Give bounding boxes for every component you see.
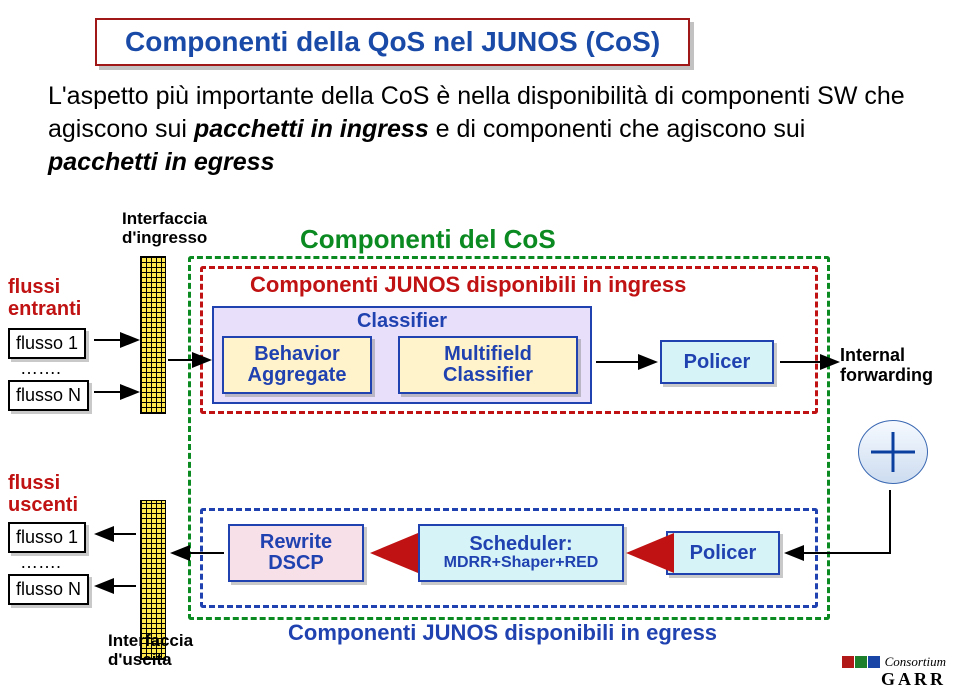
iface-out-text: Interfaccia d'uscita (108, 632, 238, 669)
logo-sq-2 (855, 656, 867, 668)
policer-out-label: Policer (690, 542, 757, 565)
section-title: Componenti del CoS (300, 224, 556, 255)
rewrite-l2: DSCP (268, 553, 324, 574)
dots-in: ……. (20, 358, 61, 378)
mf-label-1: Multifield (444, 344, 532, 365)
intro-seg-3: pacchetti in egress (48, 148, 274, 176)
egress-interface-label: Interfaccia d'uscita (108, 632, 238, 669)
flow-in-n-label: flusso N (16, 385, 81, 405)
mf-label-2: Classifier (443, 365, 533, 386)
egress-dash-label: Componenti JUNOS disponibili in egress (288, 620, 717, 646)
rewrite-dscp-box: Rewrite DSCP (228, 524, 364, 582)
flow-in-1-label: flusso 1 (16, 333, 78, 353)
ba-label: Behavior Aggregate (224, 344, 370, 386)
ingress-interface-hatch (140, 256, 166, 414)
flow-in-dots: ……. (20, 358, 61, 379)
flow-in-n: flusso N (8, 380, 89, 411)
ingress-interface-label: Interfaccia d'ingresso (122, 210, 252, 247)
intro-seg-2: e di componenti che agiscono sui (429, 115, 806, 143)
flow-in-1: flusso 1 (8, 328, 86, 359)
policer-ingress-box: Policer (660, 340, 774, 384)
logo-sub: GARR (842, 669, 946, 690)
classifier-label: Classifier (357, 310, 447, 333)
intro-paragraph: L'aspetto più importante della CoS è nel… (48, 80, 920, 179)
sched-l1: Scheduler: (469, 534, 572, 555)
policer-egress-box: Policer (666, 531, 780, 575)
fwd-l1: Internal (840, 346, 933, 366)
flow-out-n: flusso N (8, 574, 89, 605)
fwd-l2: forwarding (840, 366, 933, 386)
internal-forwarding-icon (858, 420, 928, 484)
garr-logo: Consortium GARR (842, 653, 946, 690)
flow-out-1: flusso 1 (8, 522, 86, 553)
outgoing-flows-label: flussi uscenti (8, 472, 118, 516)
logo-text: Consortium (885, 654, 946, 669)
policer-in-label: Policer (684, 351, 751, 374)
internal-forwarding-label: Internal forwarding (840, 346, 933, 386)
ingress-dash-label: Componenti JUNOS disponibili in ingress (250, 272, 686, 298)
outgoing-text: flussi uscenti (8, 472, 78, 516)
dots-out: ……. (20, 552, 61, 572)
logo-sq-1 (842, 656, 854, 668)
multifield-classifier-box: Multifield Classifier (398, 336, 578, 394)
page-title: Componenti della QoS nel JUNOS (CoS) (125, 26, 660, 57)
scheduler-box: Scheduler: MDRR+Shaper+RED (418, 524, 624, 582)
intro-seg-1: pacchetti in ingress (194, 115, 429, 143)
flow-out-dots: ……. (20, 552, 61, 573)
rewrite-l1: Rewrite (260, 532, 332, 553)
logo-sq-3 (868, 656, 880, 668)
flow-out-n-label: flusso N (16, 579, 81, 599)
page-title-box: Componenti della QoS nel JUNOS (CoS) (95, 18, 690, 66)
incoming-text: flussi entranti (8, 276, 81, 320)
sched-l2: MDRR+Shaper+RED (444, 555, 599, 572)
behavior-aggregate-box: Behavior Aggregate (222, 336, 372, 394)
flow-out-1-label: flusso 1 (16, 527, 78, 547)
iface-in-text: Interfaccia d'ingresso (122, 210, 252, 247)
incoming-flows-label: flussi entranti (8, 276, 118, 320)
